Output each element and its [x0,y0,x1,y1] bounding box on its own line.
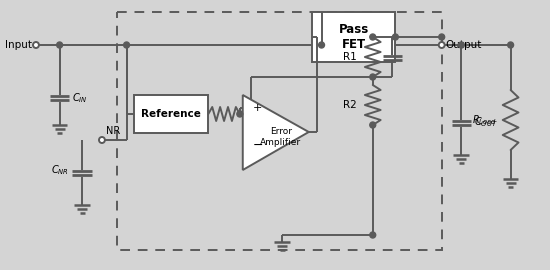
Circle shape [508,42,514,48]
Circle shape [458,42,464,48]
Bar [312,12,395,62]
Circle shape [318,42,324,48]
Text: $C_{OUT}$: $C_{OUT}$ [474,115,498,129]
Circle shape [370,232,376,238]
Circle shape [393,34,398,40]
Circle shape [99,137,105,143]
Circle shape [439,42,444,48]
Circle shape [33,42,39,48]
Bar [134,95,208,133]
Circle shape [439,34,444,40]
Text: R1: R1 [343,52,357,62]
Text: $C_{IN}$: $C_{IN}$ [73,91,88,105]
Text: Error
Amplifier: Error Amplifier [260,127,301,147]
Text: +: + [252,103,262,113]
Text: −: − [252,139,263,152]
Text: $R_{Load}$: $R_{Load}$ [471,113,497,127]
Text: Input: Input [5,40,32,50]
Text: Pass
FET: Pass FET [338,23,368,51]
Bar [117,12,442,250]
Polygon shape [243,95,309,170]
Circle shape [124,42,129,48]
Circle shape [237,111,243,117]
Circle shape [57,42,63,48]
Circle shape [370,34,376,40]
Circle shape [370,122,376,128]
Text: R2: R2 [343,100,357,110]
Circle shape [370,74,376,80]
Text: Output: Output [446,40,482,50]
Text: NR: NR [106,126,120,136]
Text: Reference: Reference [141,109,201,119]
Text: $C_{NR}$: $C_{NR}$ [52,163,69,177]
